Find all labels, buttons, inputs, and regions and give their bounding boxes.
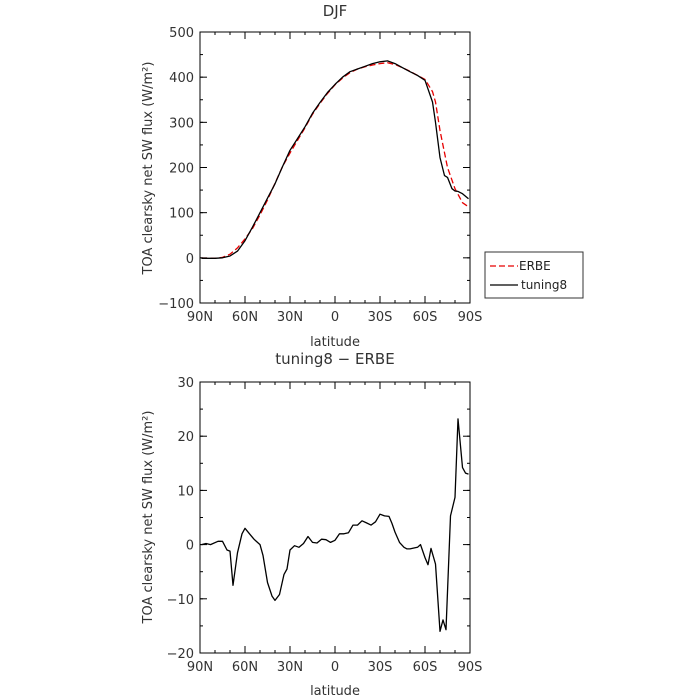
bottom-x-tick-label: 90S — [458, 660, 483, 675]
top-chart-title: DJF — [323, 2, 348, 20]
top-y-tick-label: 300 — [169, 116, 194, 131]
bottom-ticks: −20 −10 0 10 20 30 90N 60N 30N 0 30S 60S 90S — [167, 376, 483, 675]
top-y-tick-label: 400 — [169, 71, 194, 86]
bottom-x-tick-label: 60S — [413, 660, 438, 675]
top-x-tick-label: 60N — [232, 310, 258, 325]
top-y-tick-label: −100 — [158, 297, 194, 312]
bottom-panel: tuning8 − ERBE latitude TOA clearsky net… — [141, 350, 482, 699]
bottom-y-tick-label: −10 — [167, 593, 194, 608]
top-y-tick-label: 500 — [169, 26, 194, 41]
top-series-tuning8-line — [201, 60, 469, 259]
bottom-chart-title: tuning8 − ERBE — [275, 350, 394, 368]
top-plot-lines — [201, 60, 469, 259]
bottom-y-tick-label: 0 — [186, 539, 194, 554]
top-x-tick-label: 30S — [368, 310, 393, 325]
bottom-x-tick-label: 30N — [277, 660, 303, 675]
top-panel: DJF latitude TOA clearsky net SW flux (W… — [141, 2, 482, 350]
top-x-tick-label: 60S — [413, 310, 438, 325]
legend-erbe-label: ERBE — [519, 259, 551, 273]
top-x-tick-label: 90N — [187, 310, 213, 325]
top-plot-frame — [199, 31, 471, 304]
bottom-y-axis-label: TOA clearsky net SW flux (W/m²) — [141, 411, 156, 625]
legend: ERBE tuning8 — [484, 251, 584, 299]
bottom-plot-lines — [201, 418, 469, 632]
bottom-y-tick-label: −20 — [167, 647, 194, 662]
top-y-axis-label: TOA clearsky net SW flux (W/m²) — [141, 62, 156, 276]
bottom-x-tick-label: 60N — [232, 660, 258, 675]
top-y-tick-label: 0 — [186, 252, 194, 267]
top-x-axis-label: latitude — [310, 335, 360, 350]
legend-tuning8-label: tuning8 — [521, 278, 567, 292]
bottom-y-tick-label: 30 — [177, 376, 194, 391]
top-ticks: −100 0 100 200 300 400 500 90N 60N 30N 0 30S 60S 90S — [158, 26, 482, 325]
bottom-x-tick-label: 90N — [187, 660, 213, 675]
bottom-series-tuning8-erbe-line — [201, 418, 469, 632]
bottom-plot-frame — [199, 381, 471, 654]
bottom-x-tick-label: 0 — [331, 660, 339, 675]
legend-box — [484, 251, 584, 299]
top-y-tick-label: 200 — [169, 162, 194, 177]
bottom-x-axis-label: latitude — [310, 684, 360, 699]
top-x-tick-label: 30N — [277, 310, 303, 325]
top-y-tick-label: 100 — [169, 207, 194, 222]
bottom-y-tick-label: 10 — [177, 484, 194, 499]
top-x-tick-label: 90S — [458, 310, 483, 325]
bottom-x-tick-label: 30S — [368, 660, 393, 675]
bottom-y-tick-label: 20 — [177, 430, 194, 445]
top-x-tick-label: 0 — [331, 310, 339, 325]
